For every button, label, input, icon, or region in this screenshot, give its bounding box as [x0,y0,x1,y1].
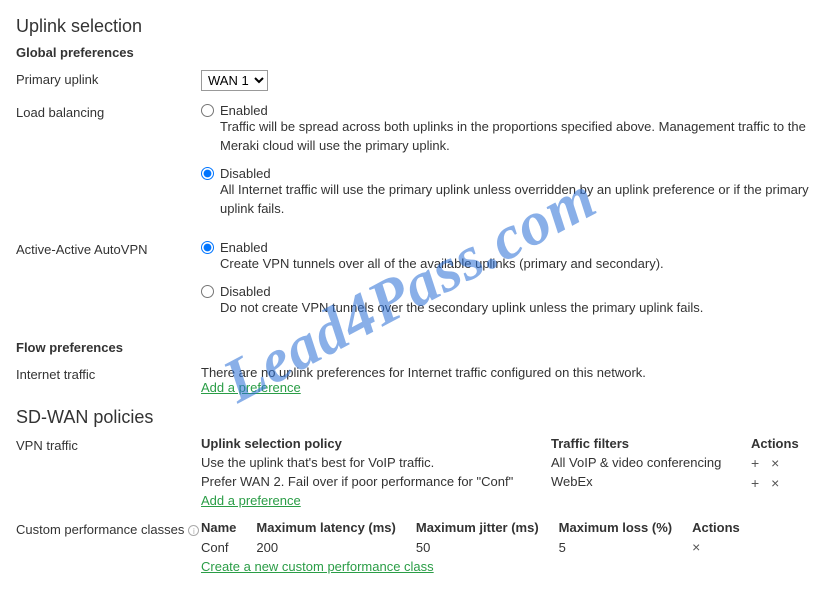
vpn-policy-header: Uplink selection policy [201,436,551,451]
active-active-enabled-desc: Create VPN tunnels over all of the avail… [220,255,810,274]
internet-traffic-message: There are no uplink preferences for Inte… [201,365,810,380]
create-custom-class-link[interactable]: Create a new custom performance class [201,559,434,574]
vpn-actions-header: Actions [751,436,826,451]
vpn-filter-row-0: All VoIP & video conferencing [551,455,751,470]
col-name: Name [201,520,256,539]
primary-uplink-label: Primary uplink [16,70,201,87]
vpn-traffic-label: VPN traffic [16,436,201,453]
cell-actions[interactable]: × [692,539,760,559]
primary-uplink-row: Primary uplink WAN 1 [16,70,810,91]
vpn-policy-row-1: Prefer WAN 2. Fail over if poor performa… [201,474,551,489]
uplink-selection-title: Uplink selection [16,16,810,37]
vpn-traffic-add-link[interactable]: Add a preference [201,493,301,508]
load-balancing-enabled-title: Enabled [220,103,268,118]
cell-latency: 200 [256,539,415,559]
active-active-row: Active-Active AutoVPN Enabled Create VPN… [16,240,810,328]
load-balancing-enabled-desc: Traffic will be spread across both uplin… [220,118,810,156]
cell-loss: 5 [559,539,692,559]
load-balancing-disabled-desc: All Internet traffic will use the primar… [220,181,810,219]
active-active-enabled-title: Enabled [220,240,268,255]
cell-name: Conf [201,539,256,559]
col-jitter: Maximum jitter (ms) [416,520,559,539]
active-active-disabled-radio[interactable] [201,285,214,298]
vpn-actions-row-0[interactable]: + × [751,455,826,471]
vpn-actions-row-1[interactable]: + × [751,475,826,491]
sdwan-title: SD-WAN policies [16,407,810,428]
col-actions: Actions [692,520,760,539]
vpn-policy-row-0: Use the uplink that's best for VoIP traf… [201,455,551,470]
load-balancing-enabled-radio[interactable] [201,104,214,117]
active-active-enabled-radio[interactable] [201,241,214,254]
cell-jitter: 50 [416,539,559,559]
internet-traffic-add-link[interactable]: Add a preference [201,380,301,395]
custom-classes-table: Name Maximum latency (ms) Maximum jitter… [201,520,760,559]
help-icon[interactable]: i [188,525,199,536]
table-row: Conf 200 50 5 × [201,539,760,559]
load-balancing-disabled-title: Disabled [220,166,271,181]
vpn-filters-header: Traffic filters [551,436,751,451]
vpn-traffic-row: VPN traffic Uplink selection policy Use … [16,436,810,508]
load-balancing-disabled-radio[interactable] [201,167,214,180]
active-active-disabled-desc: Do not create VPN tunnels over the secon… [220,299,810,318]
internet-traffic-row: Internet traffic There are no uplink pre… [16,365,810,395]
custom-classes-label: Custom performance classesi [16,520,201,537]
vpn-filter-row-1: WebEx [551,474,751,489]
flow-preferences-heading: Flow preferences [16,340,810,355]
active-active-label: Active-Active AutoVPN [16,240,201,257]
primary-uplink-select[interactable]: WAN 1 [201,70,268,91]
active-active-disabled-title: Disabled [220,284,271,299]
load-balancing-row: Load balancing Enabled Traffic will be s… [16,103,810,228]
custom-classes-row: Custom performance classesi Name Maximum… [16,520,810,574]
col-loss: Maximum loss (%) [559,520,692,539]
internet-traffic-label: Internet traffic [16,365,201,382]
col-latency: Maximum latency (ms) [256,520,415,539]
global-preferences-heading: Global preferences [16,45,810,60]
load-balancing-label: Load balancing [16,103,201,120]
